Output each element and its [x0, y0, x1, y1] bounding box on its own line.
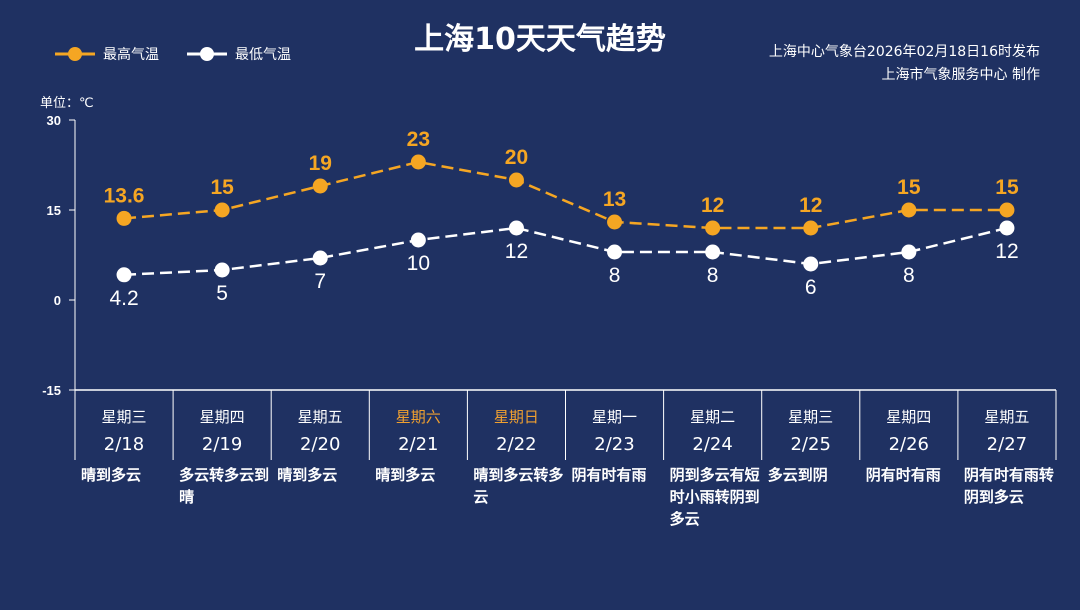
- data-label: 8: [903, 264, 915, 287]
- data-point: [312, 250, 328, 266]
- date-label: 2/21: [398, 434, 439, 455]
- data-point: [214, 262, 230, 278]
- weekday-label: 星期五: [984, 408, 1030, 426]
- date-label: 2/18: [103, 434, 145, 455]
- data-label: 12: [799, 194, 822, 217]
- source-line-1: 上海中心气象台2026年02月18日16时发布: [768, 44, 1040, 60]
- weather-label: 阴有时有雨: [865, 466, 941, 484]
- data-label: 19: [309, 152, 332, 175]
- data-point: [705, 244, 721, 260]
- data-label: 12: [505, 240, 528, 263]
- legend-low-marker: [187, 47, 227, 61]
- legend-high: 最高气温: [55, 44, 159, 64]
- data-label: 7: [314, 270, 326, 293]
- weather-label: 多云转多云到晴: [179, 466, 270, 506]
- date-label: 2/20: [299, 434, 341, 455]
- date-label: 2/24: [692, 434, 733, 455]
- date-label: 2/26: [888, 434, 929, 455]
- y-tick-label: -15: [42, 383, 61, 398]
- data-point: [508, 172, 524, 188]
- data-label: 4.2: [109, 287, 138, 310]
- data-point: [312, 178, 328, 194]
- data-label: 6: [805, 276, 817, 299]
- series-line-0: [123, 160, 1007, 230]
- data-point: [116, 210, 132, 226]
- date-label: 2/25: [790, 434, 831, 455]
- data-label: 13.6: [104, 184, 145, 207]
- y-tick-label: 30: [47, 113, 61, 128]
- weather-label: 多云到阴: [767, 466, 828, 484]
- data-label: 8: [609, 264, 621, 287]
- weather-label: 晴到多云: [81, 466, 142, 484]
- data-label: 23: [407, 128, 430, 151]
- data-point: [803, 256, 819, 272]
- y-tick-label: 0: [54, 293, 61, 308]
- weekday-label: 星期四: [886, 408, 932, 426]
- date-label: 2/22: [496, 434, 537, 455]
- legend-high-label: 最高气温: [103, 47, 159, 63]
- data-point: [901, 202, 917, 218]
- data-label: 12: [701, 194, 724, 217]
- data-point: [116, 267, 132, 283]
- source-info: 上海中心气象台2026年02月18日16时发布 上海市气象服务中心 制作: [769, 41, 1040, 87]
- weather-label: 晴到多云: [375, 466, 436, 484]
- data-point: [999, 220, 1015, 236]
- data-point: [214, 202, 230, 218]
- chart-title: 上海10天天气趋势: [414, 22, 666, 57]
- weekday-label: 星期三: [101, 408, 147, 426]
- data-label: 15: [897, 176, 921, 199]
- weekday-label: 星期日: [493, 408, 539, 426]
- weekday-label: 星期二: [690, 408, 736, 426]
- data-label: 20: [505, 146, 528, 169]
- data-point: [607, 214, 623, 230]
- data-point: [901, 244, 917, 260]
- data-label: 15: [995, 176, 1019, 199]
- weekday-label: 星期五: [297, 408, 343, 426]
- legend: 最高气温 最低气温: [55, 44, 291, 64]
- data-label: 12: [995, 240, 1018, 263]
- source-line-2: 上海市气象服务中心 制作: [881, 67, 1040, 83]
- data-point: [410, 154, 426, 170]
- weather-label: 晴到多云: [277, 466, 338, 484]
- series-line-1: [123, 226, 1008, 277]
- data-label: 13: [603, 188, 626, 211]
- weather-label: 阴到多云有短时小雨转阴到多云: [669, 466, 760, 528]
- data-label: 15: [210, 176, 234, 199]
- weekday-label: 星期四: [199, 408, 245, 426]
- y-axis-label: 单位：℃: [40, 96, 94, 111]
- legend-high-marker: [55, 47, 95, 61]
- data-label: 8: [707, 264, 719, 287]
- weekday-label: 星期一: [591, 408, 637, 426]
- weekday-label: 星期三: [788, 408, 834, 426]
- data-point: [607, 244, 623, 260]
- weather-label: 阴有时有雨转阴到多云: [963, 466, 1054, 506]
- data-label: 5: [216, 282, 228, 305]
- data-point: [999, 202, 1015, 218]
- date-label: 2/19: [201, 434, 243, 455]
- data-point: [803, 220, 819, 236]
- data-point: [705, 220, 721, 236]
- weather-label: 晴到多云转多云: [473, 466, 564, 506]
- weekday-label: 星期六: [395, 408, 441, 426]
- y-tick-label: 15: [47, 203, 61, 218]
- date-label: 2/23: [594, 434, 635, 455]
- date-label: 2/27: [986, 434, 1028, 455]
- data-point: [508, 220, 524, 236]
- data-point: [410, 232, 426, 248]
- legend-low: 最低气温: [187, 44, 291, 64]
- weather-label: 阴有时有雨: [571, 466, 647, 484]
- data-label: 10: [407, 252, 430, 275]
- legend-low-label: 最低气温: [235, 47, 291, 63]
